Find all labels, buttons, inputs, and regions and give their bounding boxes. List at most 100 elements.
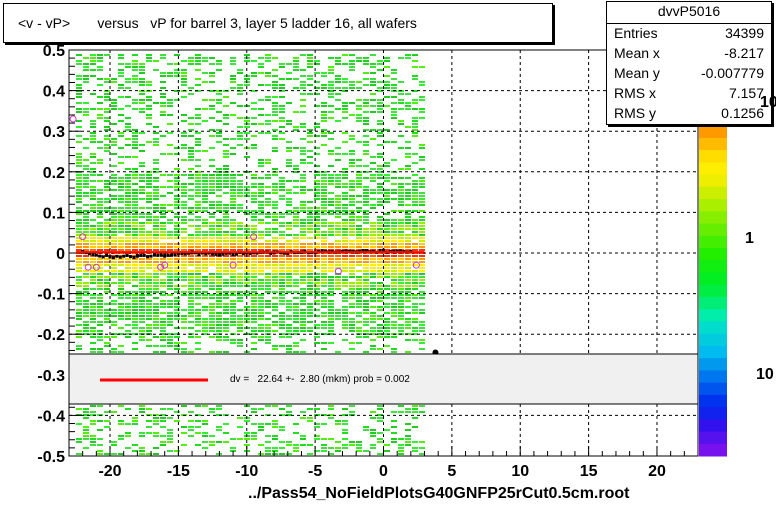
heatmap-cell xyxy=(419,222,425,224)
heatmap-cell xyxy=(209,159,215,161)
heatmap-cell xyxy=(216,219,222,221)
stats-value: 7.157 xyxy=(728,85,764,101)
heatmap-cell xyxy=(153,243,159,245)
heatmap-cell xyxy=(300,411,306,413)
heatmap-cell xyxy=(237,342,243,344)
heatmap-cell xyxy=(265,273,271,275)
heatmap-cell xyxy=(76,291,82,293)
heatmap-cell xyxy=(251,315,257,317)
heatmap-cell xyxy=(412,426,418,428)
heatmap-cell xyxy=(146,300,152,302)
heatmap-cell xyxy=(349,180,355,182)
heatmap-cell xyxy=(356,183,362,185)
heatmap-cell xyxy=(342,267,348,269)
heatmap-cell xyxy=(216,426,222,428)
heatmap-cell xyxy=(216,300,222,302)
heatmap-cell xyxy=(209,240,215,242)
heatmap-cell xyxy=(300,153,306,155)
heatmap-cell xyxy=(125,258,131,260)
heatmap-cell xyxy=(335,177,341,179)
heatmap-cell xyxy=(195,69,201,71)
heatmap-cell xyxy=(111,144,117,146)
heatmap-cell xyxy=(398,135,404,137)
heatmap-cell xyxy=(132,285,138,287)
heatmap-cell xyxy=(419,210,425,212)
heatmap-cell xyxy=(76,192,82,194)
heatmap-cell xyxy=(125,291,131,293)
heatmap-cell xyxy=(349,270,355,272)
heatmap-cell xyxy=(237,72,243,74)
heatmap-cell xyxy=(83,270,89,272)
heatmap-cell xyxy=(349,306,355,308)
heatmap-cell xyxy=(328,300,334,302)
heatmap-cell xyxy=(377,60,383,62)
profile-point xyxy=(282,251,286,255)
heatmap-cell xyxy=(174,153,180,155)
heatmap-cell xyxy=(342,204,348,206)
heatmap-cell xyxy=(97,162,103,164)
heatmap-cell xyxy=(314,267,320,269)
heatmap-cell xyxy=(90,279,96,281)
heatmap-cell xyxy=(391,231,397,233)
heatmap-cell xyxy=(342,153,348,155)
heatmap-cell xyxy=(314,435,320,437)
heatmap-cell xyxy=(279,255,285,257)
heatmap-cell xyxy=(237,291,243,293)
heatmap-cell xyxy=(90,93,96,95)
heatmap-cell xyxy=(104,147,110,149)
heatmap-cell xyxy=(160,279,166,281)
stats-divider xyxy=(607,23,771,24)
heatmap-cell xyxy=(139,273,145,275)
heatmap-cell xyxy=(83,285,89,287)
heatmap-cell xyxy=(370,345,376,347)
heatmap-cell xyxy=(118,198,124,200)
profile-point xyxy=(214,252,218,256)
heatmap-cell xyxy=(153,249,159,251)
profile-point xyxy=(170,253,174,257)
heatmap-cell xyxy=(181,120,187,122)
heatmap-cell xyxy=(125,138,131,140)
heatmap-cell xyxy=(272,168,278,170)
heatmap-cell xyxy=(160,225,166,227)
heatmap-cell xyxy=(412,123,418,125)
heatmap-cell xyxy=(307,60,313,62)
heatmap-cell xyxy=(398,177,404,179)
heatmap-cell xyxy=(391,312,397,314)
heatmap-cell xyxy=(132,291,138,293)
heatmap-cell xyxy=(167,123,173,125)
heatmap-cell xyxy=(349,231,355,233)
heatmap-cell xyxy=(419,291,425,293)
heatmap-cell xyxy=(195,432,201,434)
heatmap-cell xyxy=(370,267,376,269)
heatmap-cell xyxy=(118,327,124,329)
heatmap-cell xyxy=(216,183,222,185)
heatmap-cell xyxy=(174,411,180,413)
y-tick-label: 0.5 xyxy=(43,43,65,60)
heatmap-cell xyxy=(90,348,96,350)
heatmap-cell xyxy=(125,315,131,317)
heatmap-cell xyxy=(139,264,145,266)
heatmap-cell xyxy=(181,351,187,353)
heatmap-cell xyxy=(405,222,411,224)
heatmap-cell xyxy=(300,261,306,263)
heatmap-cell xyxy=(384,198,390,200)
heatmap-cell xyxy=(83,228,89,230)
heatmap-cell xyxy=(251,267,257,269)
heatmap-cell xyxy=(195,444,201,446)
heatmap-cell xyxy=(104,228,110,230)
heatmap-cell xyxy=(188,411,194,413)
heatmap-cell xyxy=(272,135,278,137)
heatmap-cell xyxy=(307,150,313,152)
heatmap-cell xyxy=(167,315,173,317)
heatmap-cell xyxy=(139,162,145,164)
heatmap-cell xyxy=(76,198,82,200)
heatmap-cell xyxy=(328,276,334,278)
heatmap-cell xyxy=(293,333,299,335)
heatmap-cell xyxy=(356,315,362,317)
heatmap-cell xyxy=(405,126,411,128)
heatmap-cell xyxy=(83,168,89,170)
heatmap-cell xyxy=(258,213,264,215)
heatmap-cell xyxy=(377,99,383,101)
heatmap-cell xyxy=(230,342,236,344)
heatmap-cell xyxy=(76,315,82,317)
